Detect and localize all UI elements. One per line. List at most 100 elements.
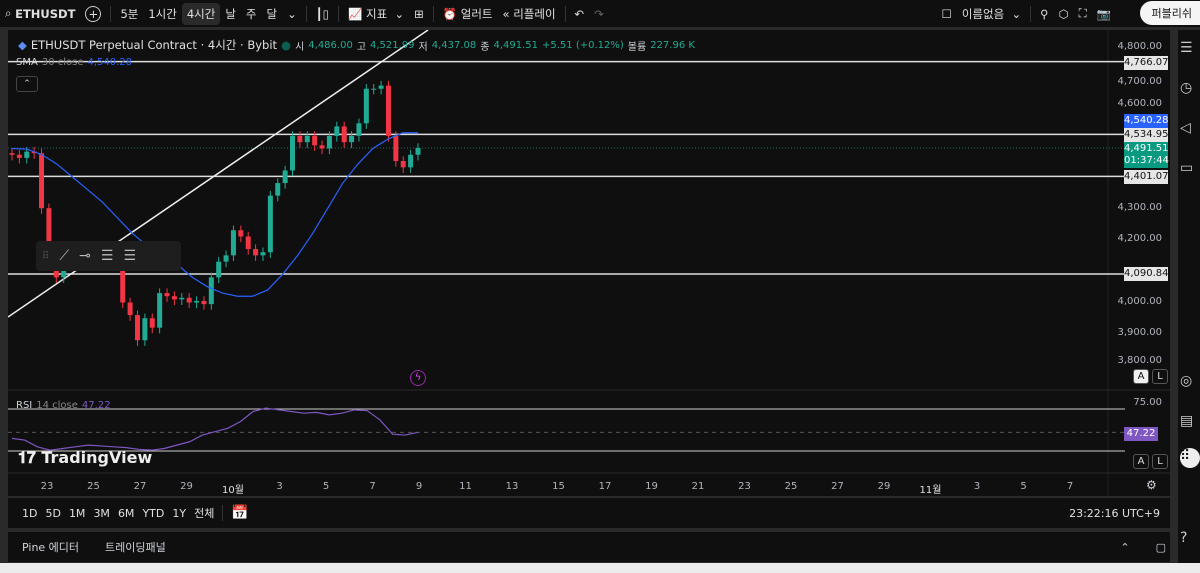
interval-dropdown-chevron-icon[interactable]: ⌄ — [287, 6, 297, 21]
range-1y[interactable]: 1Y — [172, 506, 187, 520]
interval-month[interactable]: 달 — [266, 6, 278, 21]
time-tick: 3 — [276, 481, 283, 492]
range-5d[interactable]: 5D — [45, 506, 61, 520]
parallel-channel-icon[interactable]: ☰ — [100, 248, 114, 264]
templates-grid-icon[interactable]: ⊞ — [414, 6, 424, 21]
trend-line-icon[interactable]: ⟋ — [59, 248, 70, 264]
chat-icon[interactable]: ▭ — [1180, 160, 1194, 176]
candle — [341, 126, 347, 143]
undo-icon[interactable]: ↶ — [574, 6, 585, 21]
drag-handle-icon[interactable]: ⠿ — [42, 250, 50, 262]
time-tick: 29 — [877, 481, 891, 492]
candle — [9, 153, 15, 155]
candle — [253, 249, 259, 256]
candle-countdown: 01:37:44 — [1124, 155, 1169, 166]
range-1d[interactable]: 1D — [22, 506, 38, 520]
data-window-icon[interactable]: ◁ — [1180, 120, 1191, 136]
candle — [304, 135, 310, 143]
time-tick: 11 — [459, 481, 472, 492]
range-6m[interactable]: 6M — [117, 506, 135, 520]
candle — [393, 135, 399, 162]
quick-search-icon[interactable]: ⚲ — [1040, 6, 1049, 21]
horizontal-ray-icon[interactable]: ⊸ — [79, 248, 91, 264]
publish-button[interactable]: 퍼블리쉬 — [1139, 1, 1200, 25]
watchlist-icon[interactable]: ☰ — [1180, 40, 1193, 56]
sma-legend[interactable]: SMA 30 close 4,540.28 — [16, 57, 132, 68]
clock-timezone[interactable]: 23:22:16 UTC+9 — [1069, 506, 1160, 520]
redo-icon[interactable]: ↷ — [594, 6, 604, 21]
settings-hexagon-icon[interactable]: ⬡ — [1058, 6, 1069, 21]
range-1m[interactable]: 1M — [68, 506, 86, 520]
symbol-legend: ◆ ETHUSDT Perpetual Contract · 4시간 · Byb… — [18, 37, 695, 53]
fullscreen-icon[interactable]: ⛶ — [1078, 6, 1087, 20]
alerts-clock-icon[interactable]: ◷ — [1180, 80, 1193, 96]
rsi-legend[interactable]: RSI 14 close 47.22 — [16, 400, 111, 411]
auto-scale-button[interactable]: A — [1133, 369, 1149, 384]
calendar-icon[interactable]: ▤ — [1180, 413, 1194, 429]
candle — [120, 264, 126, 303]
time-tick: 15 — [552, 481, 565, 492]
alert-button[interactable]: ⏰ 얼러트 — [442, 6, 493, 21]
time-tick: 27 — [831, 481, 844, 492]
candle — [267, 195, 273, 253]
interval-day[interactable]: 날 — [225, 6, 236, 21]
lightning-icon[interactable]: ϟ — [410, 370, 426, 386]
candle — [334, 126, 340, 136]
open-label: 시 — [295, 41, 305, 53]
floating-drawing-toolbar[interactable]: ⠿ ⟋ ⊸ ☰ ☰ — [36, 241, 181, 271]
time-tick: 23 — [40, 481, 54, 492]
add-symbol-button[interactable]: + — [80, 3, 106, 25]
range-3m[interactable]: 3M — [93, 506, 110, 520]
help-icon[interactable]: ? — [1180, 530, 1188, 546]
rsi-auto-scale-button[interactable]: A — [1133, 454, 1149, 469]
pitchfork-icon[interactable]: ☰ — [123, 248, 136, 264]
candle — [282, 170, 288, 184]
tradingview-logo-icon: 𝟏𝟕 — [18, 448, 42, 467]
range-ytd[interactable]: YTD — [142, 506, 165, 520]
sma-label: SMA — [16, 57, 38, 68]
layout-name-dropdown[interactable]: 이름없음 ⌄ — [961, 6, 1022, 21]
candle — [290, 135, 296, 171]
layout-square-icon[interactable]: ☐ — [941, 6, 952, 21]
candle — [194, 300, 200, 303]
divider — [222, 505, 224, 521]
interval-1h[interactable]: 1시간 — [148, 6, 177, 21]
camera-icon[interactable]: 📷 — [1096, 6, 1111, 21]
go-to-date-icon[interactable]: 📅 — [231, 505, 249, 521]
interval-4h[interactable]: 4시간 — [181, 2, 221, 25]
tab-trading-panel[interactable]: 트레이딩패널 — [105, 541, 166, 554]
divider — [305, 5, 307, 22]
ideas-target-icon[interactable]: ◎ — [1180, 373, 1193, 389]
price-tick: 4,600.00 — [1117, 98, 1162, 109]
indicators-button[interactable]: 📈 지표 ⌄ — [348, 6, 405, 21]
candle — [16, 154, 22, 158]
interval-5m[interactable]: 5분 — [120, 6, 139, 21]
apps-grid-icon[interactable]: ⠿ — [1180, 448, 1200, 468]
candle — [230, 230, 236, 256]
rsi-value: 47.22 — [81, 400, 111, 411]
price-tick: 3,900.00 — [1117, 327, 1162, 338]
range-all[interactable]: 전체 — [194, 507, 215, 520]
candle-type-icon[interactable]: ┃▯ — [315, 6, 330, 21]
volume-value: 227.96 K — [650, 39, 695, 51]
log-scale-button[interactable]: L — [1152, 369, 1168, 384]
rsi-line — [11, 407, 419, 451]
time-tick: 3 — [973, 481, 981, 492]
divider — [110, 5, 112, 22]
tab-pine-editor[interactable]: Pine 에디터 — [22, 541, 80, 554]
collapse-panel-icon[interactable]: ⌃ — [1120, 540, 1130, 554]
chart-area[interactable]: ◆ ETHUSDT Perpetual Contract · 4시간 · Byb… — [7, 29, 1170, 496]
maximize-panel-icon[interactable]: ▢ — [1155, 540, 1166, 554]
legend-title: ETHUSDT Perpetual Contract · 4시간 · Bybit — [30, 38, 278, 52]
collapse-legend-button[interactable]: ⌃ — [16, 76, 38, 92]
low-value: 4,437.08 — [431, 39, 477, 51]
symbol-search[interactable]: ⌕ ETHUSDT — [5, 6, 76, 21]
interval-week[interactable]: 주 — [245, 6, 257, 21]
rsi-log-scale-button[interactable]: L — [1152, 454, 1168, 469]
price-chart[interactable] — [7, 29, 1170, 496]
time-axis-settings-icon[interactable]: ⚙ — [1146, 478, 1157, 492]
replay-button[interactable]: « 리플레이 — [502, 6, 556, 21]
sma-price-tag: 4,540.28 — [1124, 114, 1169, 128]
candle — [53, 264, 59, 278]
time-tick: 19 — [645, 481, 658, 492]
